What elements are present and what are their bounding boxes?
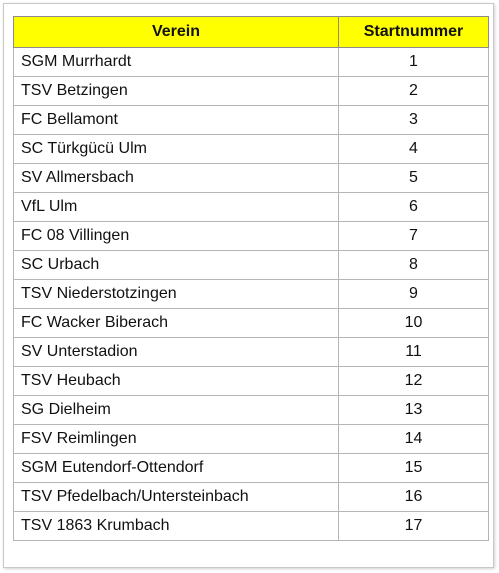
table-row: SG Dielheim 13 xyxy=(13,395,489,425)
club-cell: SV Unterstadion xyxy=(13,337,339,367)
table-row: FC Bellamont 3 xyxy=(13,105,489,135)
start-number-cell: 9 xyxy=(338,279,489,309)
start-number-cell: 16 xyxy=(338,482,489,512)
club-cell: FSV Reimlingen xyxy=(13,424,339,454)
table-row: SGM Murrhardt 1 xyxy=(13,47,489,77)
start-number-cell: 15 xyxy=(338,453,489,483)
table-row: TSV 1863 Krumbach 17 xyxy=(13,511,489,541)
club-cell: TSV 1863 Krumbach xyxy=(13,511,339,541)
club-cell: SV Allmersbach xyxy=(13,163,339,193)
start-number-cell: 5 xyxy=(338,163,489,193)
table-row: FSV Reimlingen 14 xyxy=(13,424,489,454)
start-number-cell: 11 xyxy=(338,337,489,367)
club-cell: SG Dielheim xyxy=(13,395,339,425)
start-number-cell: 4 xyxy=(338,134,489,164)
table-row: TSV Pfedelbach/Untersteinbach 16 xyxy=(13,482,489,512)
header-row: Verein Startnummer xyxy=(13,16,489,48)
start-number-cell: 12 xyxy=(338,366,489,396)
table-row: SV Allmersbach 5 xyxy=(13,163,489,193)
club-cell: TSV Pfedelbach/Untersteinbach xyxy=(13,482,339,512)
table-row: SC Urbach 8 xyxy=(13,250,489,280)
table-row: TSV Niederstotzingen 9 xyxy=(13,279,489,309)
start-number-cell: 6 xyxy=(338,192,489,222)
club-cell: FC Bellamont xyxy=(13,105,339,135)
start-number-cell: 13 xyxy=(338,395,489,425)
table-row: TSV Betzingen 2 xyxy=(13,76,489,106)
club-cell: TSV Betzingen xyxy=(13,76,339,106)
column-header-club: Verein xyxy=(13,16,339,48)
table-row: TSV Heubach 12 xyxy=(13,366,489,396)
club-cell: SGM Eutendorf-Ottendorf xyxy=(13,453,339,483)
club-cell: SGM Murrhardt xyxy=(13,47,339,77)
table-frame: Verein Startnummer SGM Murrhardt 1 TSV Be… xyxy=(3,3,494,568)
start-number-cell: 10 xyxy=(338,308,489,338)
start-number-cell: 8 xyxy=(338,250,489,280)
start-number-cell: 3 xyxy=(338,105,489,135)
start-number-cell: 1 xyxy=(338,47,489,77)
club-cell: VfL Ulm xyxy=(13,192,339,222)
club-cell: SC Türkgücü Ulm xyxy=(13,134,339,164)
table-row: VfL Ulm 6 xyxy=(13,192,489,222)
start-number-cell: 2 xyxy=(338,76,489,106)
club-cell: SC Urbach xyxy=(13,250,339,280)
column-header-start-number: Startnummer xyxy=(338,16,489,48)
start-number-cell: 7 xyxy=(338,221,489,251)
table-row: SV Unterstadion 11 xyxy=(13,337,489,367)
table-row: FC 08 Villingen 7 xyxy=(13,221,489,251)
start-number-table: Verein Startnummer SGM Murrhardt 1 TSV Be… xyxy=(13,16,489,541)
table-row: SC Türkgücü Ulm 4 xyxy=(13,134,489,164)
club-cell: TSV Heubach xyxy=(13,366,339,396)
club-cell: FC 08 Villingen xyxy=(13,221,339,251)
start-number-cell: 14 xyxy=(338,424,489,454)
table-row: FC Wacker Biberach 10 xyxy=(13,308,489,338)
club-cell: FC Wacker Biberach xyxy=(13,308,339,338)
club-cell: TSV Niederstotzingen xyxy=(13,279,339,309)
start-number-cell: 17 xyxy=(338,511,489,541)
table-row: SGM Eutendorf-Ottendorf 15 xyxy=(13,453,489,483)
table-body: SGM Murrhardt 1 TSV Betzingen 2 FC Bellamo… xyxy=(13,47,489,541)
